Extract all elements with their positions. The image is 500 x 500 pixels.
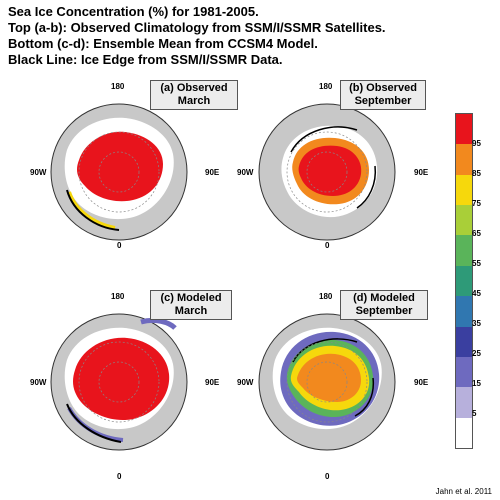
colorbar-tick-35: 35: [472, 319, 481, 328]
colorbar-swatch: [456, 296, 472, 327]
map-a-label-left: 90W: [30, 168, 47, 177]
panel-a-title: (a) Observed: [160, 82, 228, 94]
figure-title: Sea Ice Concentration (%) for 1981-2005.…: [8, 4, 386, 68]
map-c-label-bottom: 0: [117, 472, 122, 481]
map-b-label-left: 90W: [237, 168, 254, 177]
colorbar-tick-75: 75: [472, 199, 481, 208]
map-a-label-right: 90E: [205, 168, 220, 177]
map-modeled-march: [50, 313, 188, 451]
map-a-label-bottom: 0: [117, 241, 122, 250]
map-a-label-top: 180: [111, 82, 125, 91]
title-line-4: Black Line: Ice Edge from SSM/I/SSMR Dat…: [8, 52, 283, 67]
panel-label-a: (a) Observed March: [150, 80, 238, 110]
colorbar-swatch: [456, 326, 472, 357]
map-d-label-bottom: 0: [325, 472, 330, 481]
panel-label-d: (d) Modeled September: [340, 290, 428, 320]
map-b-label-top: 180: [319, 82, 333, 91]
panel-d-month: September: [355, 305, 413, 317]
map-b-label-right: 90E: [414, 168, 429, 177]
colorbar: [455, 113, 473, 449]
colorbar-swatch: [456, 144, 472, 175]
colorbar-swatch: [456, 114, 472, 145]
colorbar-swatch: [456, 387, 472, 418]
map-observed-march: [50, 103, 188, 241]
title-line-2: Top (a-b): Observed Climatology from SSM…: [8, 20, 386, 35]
colorbar-swatch: [456, 205, 472, 236]
colorbar-swatch: [456, 174, 472, 206]
colorbar-swatch: [456, 235, 472, 266]
panel-c-month: March: [174, 305, 208, 317]
title-line-1: Sea Ice Concentration (%) for 1981-2005.: [8, 4, 259, 19]
map-d-label-right: 90E: [414, 378, 429, 387]
credit-text: Jahn et al. 2011: [435, 487, 492, 496]
colorbar-tick-25: 25: [472, 349, 481, 358]
colorbar-tick-45: 45: [472, 289, 481, 298]
panel-d-title: (d) Modeled: [353, 292, 415, 304]
colorbar-tick-55: 55: [472, 259, 481, 268]
map-d-label-left: 90W: [237, 378, 254, 387]
colorbar-tick-85: 85: [472, 169, 481, 178]
panel-a-month: March: [177, 95, 211, 107]
colorbar-swatch: [456, 417, 472, 448]
colorbar-tick-65: 65: [472, 229, 481, 238]
map-b-label-bottom: 0: [325, 241, 330, 250]
panel-label-c: (c) Modeled March: [150, 290, 232, 320]
map-observed-september: [258, 103, 396, 241]
map-d-label-top: 180: [319, 292, 333, 301]
colorbar-tick-15: 15: [472, 379, 481, 388]
map-c-label-left: 90W: [30, 378, 47, 387]
map-c-label-top: 180: [111, 292, 125, 301]
panel-b-title: (b) Observed: [349, 82, 417, 94]
colorbar-swatch: [456, 265, 472, 297]
colorbar-tick-95: 95: [472, 139, 481, 148]
map-c-label-right: 90E: [205, 378, 220, 387]
panel-c-title: (c) Modeled: [160, 292, 222, 304]
colorbar-tick-5: 5: [472, 409, 477, 418]
panel-b-month: September: [354, 95, 412, 107]
panel-label-b: (b) Observed September: [340, 80, 426, 110]
map-modeled-september: [258, 313, 396, 451]
colorbar-swatch: [456, 356, 472, 388]
title-line-3: Bottom (c-d): Ensemble Mean from CCSM4 M…: [8, 36, 318, 51]
